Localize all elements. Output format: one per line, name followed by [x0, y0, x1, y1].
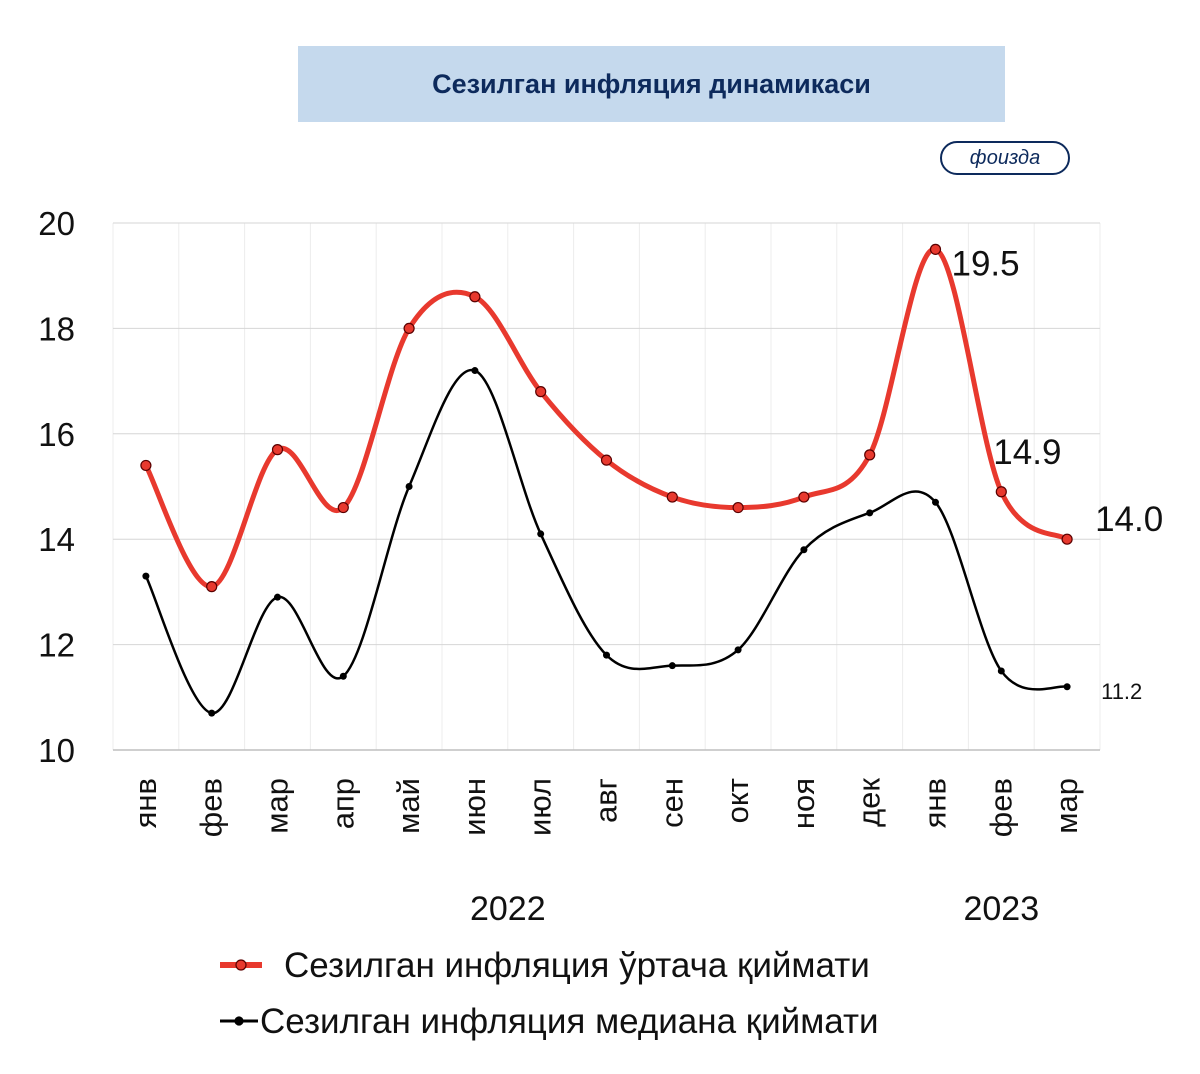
data-point [537, 530, 545, 538]
x-tick-label: сен [654, 778, 689, 828]
data-point [140, 459, 152, 472]
data-point [798, 491, 810, 503]
chart-title: Сезилган инфляция динамикаси [432, 68, 871, 99]
data-point [864, 449, 876, 461]
data-point [734, 646, 742, 654]
data-point [274, 593, 281, 601]
data-label: 19.5 [952, 244, 1020, 283]
x-tick-label: май [391, 778, 426, 834]
x-tick-label: окт [720, 778, 755, 823]
y-tick-label: 18 [38, 310, 75, 347]
series-median: 11.2 [142, 367, 1142, 717]
data-point [800, 546, 808, 554]
series-line [143, 246, 1069, 590]
data-point [339, 672, 347, 680]
data-point [471, 367, 479, 375]
data-point [866, 509, 874, 517]
grid [112, 222, 1101, 751]
unit-badge: фоизда [940, 141, 1070, 175]
x-tick-label: янв [918, 778, 953, 828]
legend-item: Сезилган инфляция медиана қиймати [220, 1002, 879, 1041]
data-point [929, 243, 942, 255]
x-tick-label: июн [457, 778, 492, 836]
x-tick-label: мар [260, 778, 295, 834]
x-tick-label: дек [852, 778, 887, 827]
legend-swatch-marker [235, 959, 247, 971]
data-label: 11.2 [1101, 679, 1142, 704]
legend-item: Сезилган инфляция ўртача қиймати [220, 946, 870, 985]
x-tick-label: июл [523, 778, 558, 836]
y-tick-label: 14 [38, 521, 75, 558]
chart-title-box: Сезилган инфляция динамикаси [298, 46, 1005, 122]
year-label: 2022 [470, 890, 546, 928]
x-tick-label: фев [194, 778, 229, 837]
y-tick-label: 12 [38, 627, 75, 664]
data-point [271, 444, 284, 456]
x-tick-label: ноя [786, 778, 821, 829]
x-tick-label: авг [589, 778, 624, 823]
data-point [208, 709, 216, 717]
data-point [535, 386, 547, 398]
legend-label: Сезилган инфляция ўртача қиймати [284, 946, 870, 985]
data-point [668, 662, 676, 670]
data-point [206, 581, 218, 593]
data-point [603, 651, 610, 659]
y-tick-label: 10 [38, 732, 75, 769]
data-point [142, 572, 150, 580]
data-point [666, 491, 678, 503]
series-mean: 19.5 14.9 14.0 [140, 243, 1163, 593]
data-point [403, 322, 415, 334]
x-tick-label: апр [325, 778, 360, 829]
data-point [995, 486, 1007, 498]
data-point [997, 667, 1005, 675]
data-point [337, 501, 349, 514]
x-tick-label: мар [1049, 778, 1084, 834]
data-point [1063, 683, 1071, 691]
data-point [600, 454, 613, 466]
series-line [144, 368, 1068, 715]
data-point [732, 501, 744, 514]
data-point [1061, 533, 1073, 545]
data-label: 14.0 [1095, 500, 1163, 539]
year-label: 2023 [963, 890, 1039, 928]
legend-swatch-marker [234, 1016, 244, 1026]
x-tick-label: фев [983, 778, 1018, 837]
data-point [469, 291, 481, 303]
x-tick-label: янв [128, 778, 163, 828]
data-point [932, 498, 939, 506]
data-label: 14.9 [993, 433, 1061, 472]
data-point [405, 483, 413, 490]
y-tick-label: 20 [38, 205, 75, 242]
legend-label: Сезилган инфляция медиана қиймати [260, 1002, 879, 1041]
y-tick-label: 16 [38, 416, 75, 453]
